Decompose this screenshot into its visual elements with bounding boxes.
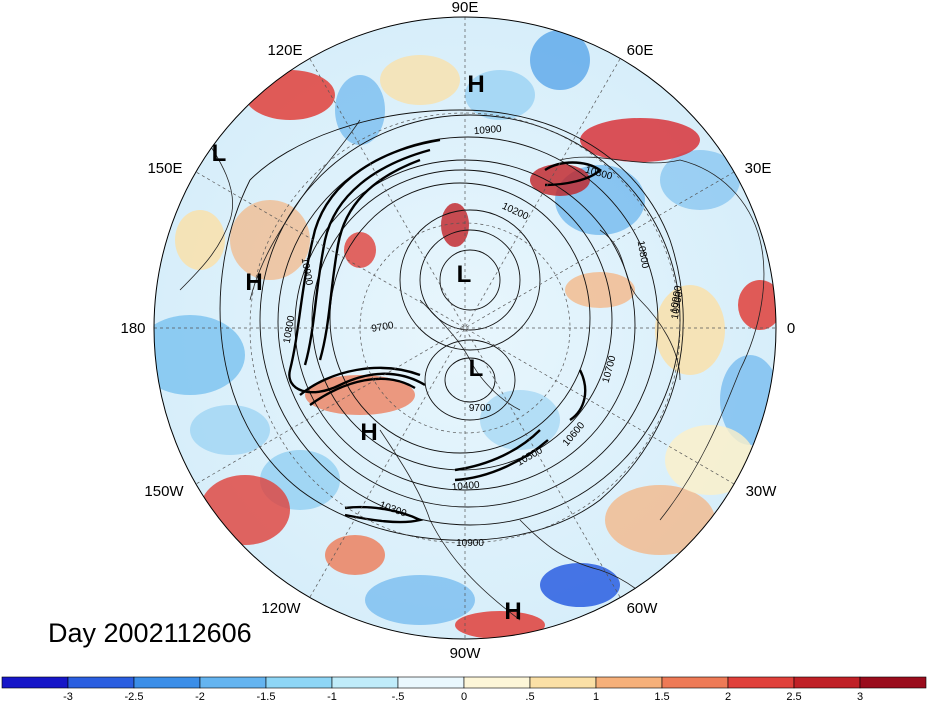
colorbar-box xyxy=(265,676,333,689)
lon-label-30e: 30E xyxy=(745,160,772,177)
lon-label-90e: 90E xyxy=(452,0,479,16)
colorbar: -3 -2.5 -2 -1.5 -1 -.5 0 .5 1 1.5 2 2.5 3 xyxy=(1,676,927,702)
high-marker: H xyxy=(504,598,521,625)
contour-label: 10800 xyxy=(635,240,651,270)
contour-label: 9700 xyxy=(371,320,395,335)
low-marker: L xyxy=(457,261,472,288)
lon-label-60e: 60E xyxy=(627,42,654,59)
colorbar-tick-label: -.5 xyxy=(392,691,405,702)
lon-label-120w: 120W xyxy=(261,600,301,617)
contour-label: 10400 xyxy=(451,480,480,493)
height-contours xyxy=(219,109,684,541)
jet-streams xyxy=(288,138,602,524)
contour-label: 10900 xyxy=(456,538,484,549)
graticule xyxy=(154,17,776,639)
contour-label: 9700 xyxy=(469,403,492,414)
longitude-labels: 90E 60E 30E 0 30W 60W 90W 120W 150W 180 … xyxy=(120,0,795,662)
colorbar-tick-label: -2.5 xyxy=(125,691,144,702)
colorbar-box xyxy=(463,676,531,689)
colorbar-tick-label: 2 xyxy=(725,691,731,702)
colorbar-tick-label: 1.5 xyxy=(654,691,669,702)
lon-label-150w: 150W xyxy=(144,483,184,500)
anomaly-field xyxy=(154,17,776,639)
contour-label: 10800 xyxy=(282,314,298,344)
colorbar-box xyxy=(661,676,729,689)
colorbar-tick-label: 3 xyxy=(857,691,863,702)
low-marker: L xyxy=(212,140,227,167)
map-boundary xyxy=(153,16,777,640)
high-marker: H xyxy=(467,71,484,98)
lon-label-180: 180 xyxy=(120,320,145,337)
colorbar-box xyxy=(67,676,135,689)
colorbar-tick-label: -1.5 xyxy=(257,691,276,702)
colorbar-tick-label: 0 xyxy=(461,691,467,702)
colorbar-box xyxy=(595,676,663,689)
lon-label-120e: 120E xyxy=(267,42,302,59)
high-marker: H xyxy=(360,419,377,446)
lon-label-90w: 90W xyxy=(450,645,482,662)
lon-label-30w: 30W xyxy=(746,483,778,500)
colorbar-tick-label: 2.5 xyxy=(786,691,801,702)
colorbar-tick-label: -3 xyxy=(63,691,73,702)
contour-label: 10900 xyxy=(473,124,502,137)
contour-label: 10900 xyxy=(669,284,685,314)
low-marker: L xyxy=(469,355,484,382)
pressure-systems: H L H L L H H xyxy=(212,71,522,625)
colorbar-boxes xyxy=(1,676,927,689)
colorbar-tick-label: .5 xyxy=(525,691,534,702)
colorbar-box xyxy=(793,676,861,689)
colorbar-box xyxy=(529,676,597,689)
contour-label: 10900 xyxy=(670,290,686,320)
colorbar-box xyxy=(199,676,267,689)
lon-label-0: 0 xyxy=(787,320,795,337)
colorbar-tick-label: -1 xyxy=(327,691,337,702)
colorbar-box xyxy=(727,676,795,689)
colorbar-tick-label: -2 xyxy=(195,691,205,702)
lon-label-150e: 150E xyxy=(147,160,182,177)
colorbar-box xyxy=(1,676,69,689)
colorbar-box xyxy=(859,676,927,689)
lon-label-60w: 60W xyxy=(627,600,659,617)
colorbar-box xyxy=(331,676,399,689)
contour-label: 10900 xyxy=(299,257,315,287)
colorbar-box xyxy=(133,676,201,689)
colorbar-ticks: -3 -2.5 -2 -1.5 -1 -.5 0 .5 1 1.5 2 2.5 3 xyxy=(63,691,863,702)
map-title: Day 2002112606 xyxy=(48,618,252,648)
high-marker: H xyxy=(245,269,262,296)
colorbar-box xyxy=(397,676,465,689)
colorbar-tick-label: 1 xyxy=(593,691,599,702)
